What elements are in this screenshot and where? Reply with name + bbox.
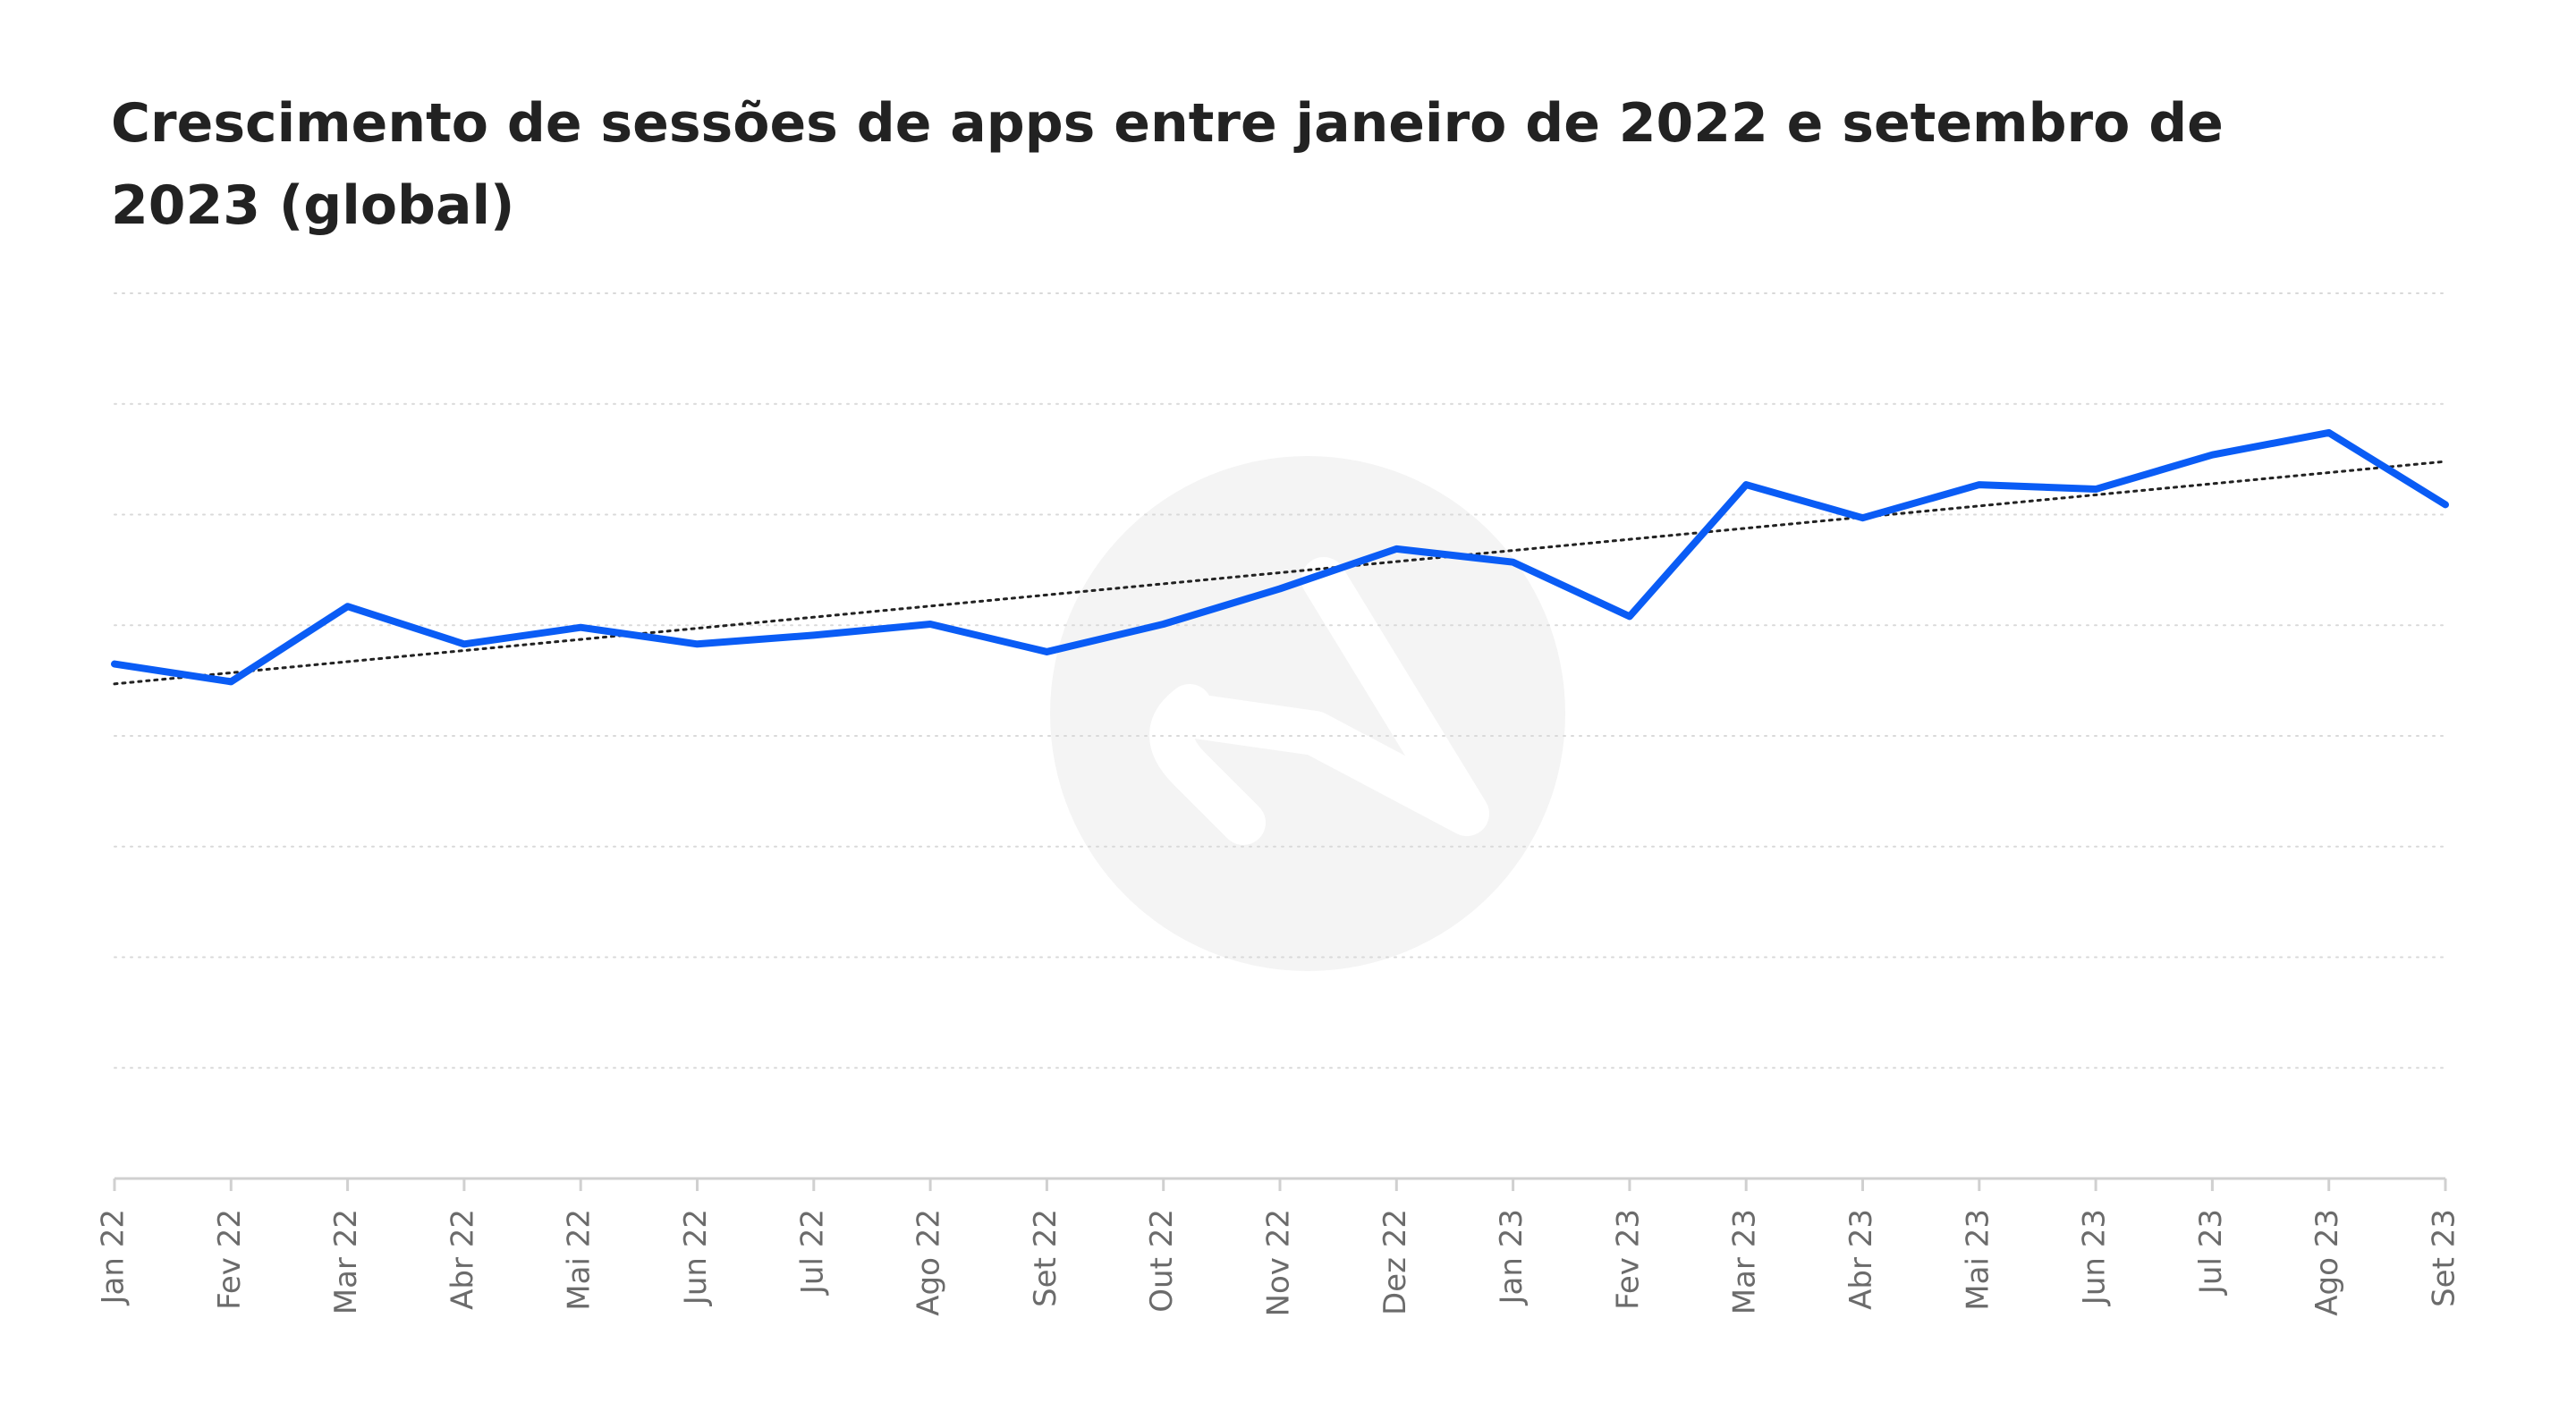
x-tick-label: Jun 23 <box>2077 1209 2113 1306</box>
x-tick-label: Set 22 <box>1028 1209 1063 1307</box>
x-axis-ticks <box>113 1179 2447 1191</box>
x-tick-label: Mar 22 <box>328 1209 364 1314</box>
watermark-glyph <box>1149 557 1489 845</box>
x-tick-label: Fev 23 <box>1610 1209 1646 1310</box>
x-axis-tick-labels: Jan 22 Fev 22 Mar 22 Abr 22 Mai 22 Jun 22 Jul … <box>96 1209 2462 1316</box>
chart-title: Crescimento de sessões de apps entre jan… <box>111 92 2224 237</box>
x-tick-label: Jul 22 <box>794 1209 830 1296</box>
x-tick-label: Dez 22 <box>1377 1209 1413 1315</box>
x-tick-label: Abr 22 <box>445 1209 480 1310</box>
x-tick-label: Jan 22 <box>96 1209 131 1305</box>
x-tick-label: Fev 22 <box>212 1209 248 1310</box>
x-tick-label: Ago 22 <box>911 1209 947 1316</box>
x-tick-label: Jan 23 <box>1494 1209 1530 1305</box>
x-tick-label: Jun 22 <box>678 1209 714 1306</box>
trend-line <box>113 460 2447 686</box>
x-tick-label: Ago 23 <box>2309 1209 2345 1316</box>
x-tick-label: Mar 23 <box>1727 1209 1763 1314</box>
watermark-logo <box>1050 456 1565 971</box>
series-line <box>111 428 2449 686</box>
x-tick-label: Nov 22 <box>1261 1209 1297 1316</box>
x-tick-label: Mai 23 <box>1960 1209 1996 1311</box>
x-tick-label: Set 23 <box>2427 1209 2462 1307</box>
gridlines <box>114 292 2446 1069</box>
x-tick-label: Mai 22 <box>562 1209 597 1311</box>
x-tick-label: Jul 23 <box>2193 1209 2229 1296</box>
x-tick-label: Abr 23 <box>1843 1209 1879 1310</box>
x-tick-label: Out 22 <box>1144 1209 1180 1313</box>
